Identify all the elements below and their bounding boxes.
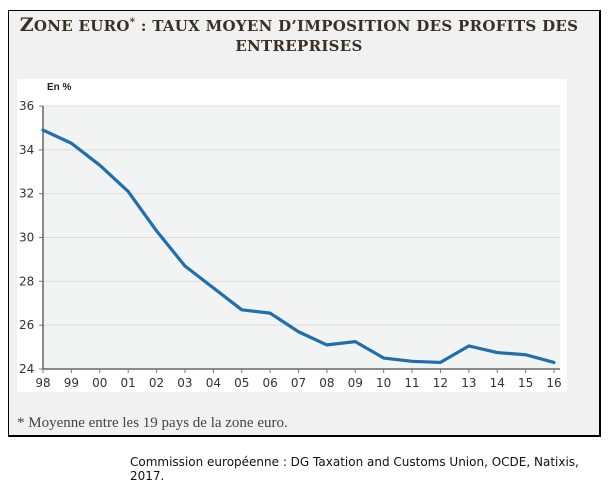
y-tick-label: 24 xyxy=(19,362,34,376)
x-tick-label: 05 xyxy=(234,376,249,390)
x-tick-label: 09 xyxy=(348,376,363,390)
y-tick-label: 30 xyxy=(19,231,34,245)
x-tick-label: 02 xyxy=(149,376,164,390)
footnote: * Moyenne entre les 19 pays de la zone e… xyxy=(17,415,288,432)
x-tick-label: 98 xyxy=(35,376,50,390)
x-tick-label: 01 xyxy=(121,376,136,390)
x-tick-label: 10 xyxy=(376,376,391,390)
chart-frame: ZONE EURO* : TAUX MOYEN D’IMPOSITION DES… xyxy=(8,10,601,437)
x-tick-label: 99 xyxy=(64,376,79,390)
title-initial: Z xyxy=(20,14,34,36)
chart-title: ZONE EURO* : TAUX MOYEN D’IMPOSITION DES… xyxy=(9,13,589,56)
x-tick-label: 07 xyxy=(291,376,306,390)
title-line-2: ENTREPRISES xyxy=(235,37,362,55)
x-tick-label: 00 xyxy=(92,376,107,390)
x-tick-label: 03 xyxy=(177,376,192,390)
y-tick-label: 36 xyxy=(19,99,34,113)
x-tick-label: 16 xyxy=(546,376,561,390)
x-tick-label: 06 xyxy=(262,376,277,390)
y-tick-label: 34 xyxy=(19,143,34,157)
title-part-2: : TAUX MOYEN D’IMPOSITION DES PROFITS DE… xyxy=(135,17,578,35)
x-tick-label: 13 xyxy=(461,376,476,390)
title-part: ONE EURO xyxy=(34,17,130,35)
x-tick-label: 08 xyxy=(319,376,334,390)
x-tick-label: 15 xyxy=(518,376,533,390)
y-tick-label: 32 xyxy=(19,187,34,201)
x-tick-label: 14 xyxy=(490,376,505,390)
x-tick-label: 04 xyxy=(206,376,221,390)
y-tick-label: 26 xyxy=(19,318,34,332)
y-tick-label: 28 xyxy=(19,274,34,288)
x-tick-label: 12 xyxy=(433,376,448,390)
line-chart: 24 26 28 30 32 34 36 98 99 00 01 02 03 04 05 06 07 08 09 10… xyxy=(17,79,567,392)
x-tick-label: 11 xyxy=(404,376,419,390)
